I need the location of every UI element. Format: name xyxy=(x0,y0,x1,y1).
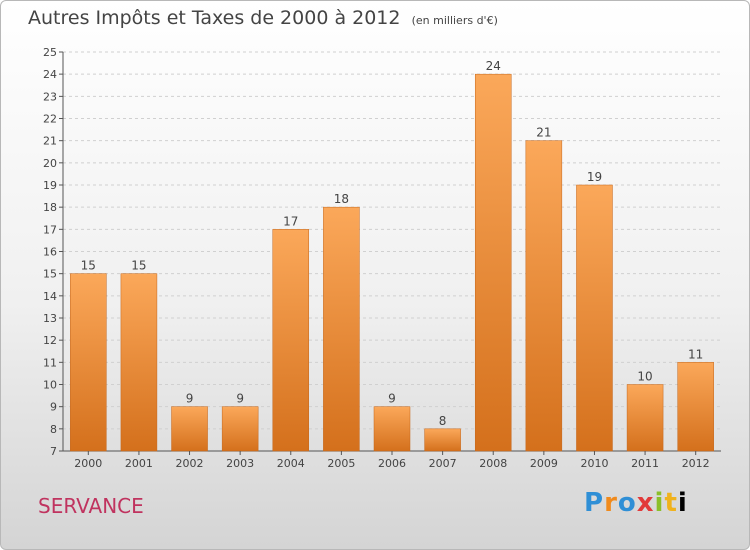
y-tick-label: 17 xyxy=(43,223,57,236)
bar xyxy=(221,406,259,452)
y-tick-label: 9 xyxy=(50,401,57,414)
bar-value-label: 10 xyxy=(637,370,652,384)
x-tick-label: 2011 xyxy=(631,457,659,470)
x-tick-label: 2010 xyxy=(580,457,608,470)
bar-value-label: 15 xyxy=(81,259,96,273)
bar-value-label: 9 xyxy=(388,392,396,406)
y-tick-label: 23 xyxy=(43,90,57,103)
y-tick-label: 11 xyxy=(43,356,57,369)
y-tick-label: 22 xyxy=(43,113,57,126)
chart-subtitle: (en milliers d'€) xyxy=(411,14,498,27)
bar xyxy=(576,184,613,452)
y-tick-label: 10 xyxy=(43,379,57,392)
x-tick-label: 2007 xyxy=(429,457,457,470)
x-tick-label: 2004 xyxy=(277,457,305,470)
chart-title: Autres Impôts et Taxes de 2000 à 2012 xyxy=(28,7,401,29)
proxiti-logo: Proxiti xyxy=(584,488,688,518)
bar-value-label: 24 xyxy=(486,59,501,73)
bar-value-label: 17 xyxy=(283,214,298,228)
bar-value-label: 21 xyxy=(536,126,551,140)
y-tick-label: 8 xyxy=(50,423,57,436)
bar-value-label: 9 xyxy=(236,392,244,406)
bar-value-label: 19 xyxy=(587,170,602,184)
y-tick-label: 21 xyxy=(43,135,57,148)
bar-value-label: 18 xyxy=(334,192,349,206)
y-tick-label: 12 xyxy=(43,334,57,347)
bar-value-label: 15 xyxy=(131,259,146,273)
y-tick-label: 14 xyxy=(43,290,57,303)
bar-value-label: 8 xyxy=(439,414,447,428)
x-tick-label: 2009 xyxy=(530,457,558,470)
bar xyxy=(272,229,310,452)
x-tick-label: 2001 xyxy=(125,457,153,470)
y-tick-label: 19 xyxy=(43,179,57,192)
x-tick-label: 2012 xyxy=(682,457,710,470)
bar xyxy=(70,273,107,452)
x-tick-label: 2003 xyxy=(226,457,254,470)
bar xyxy=(120,273,158,452)
x-tick-label: 2006 xyxy=(378,457,406,470)
y-tick-label: 24 xyxy=(43,68,57,81)
bar xyxy=(424,428,461,452)
x-tick-label: 2008 xyxy=(479,457,507,470)
y-tick-label: 7 xyxy=(50,445,57,458)
bar xyxy=(171,406,208,452)
commune-name: SERVANCE xyxy=(38,494,144,518)
bar-value-label: 11 xyxy=(688,347,703,361)
x-tick-label: 2000 xyxy=(74,457,102,470)
y-tick-label: 20 xyxy=(43,157,57,170)
bar xyxy=(323,206,360,452)
bar xyxy=(677,362,714,452)
bar xyxy=(626,384,664,452)
y-tick-label: 16 xyxy=(43,246,57,259)
x-tick-label: 2002 xyxy=(176,457,204,470)
bar xyxy=(474,73,512,452)
y-tick-label: 18 xyxy=(43,201,57,214)
y-tick-label: 13 xyxy=(43,312,57,325)
bar-value-label: 9 xyxy=(186,392,194,406)
x-tick-label: 2005 xyxy=(327,457,355,470)
bar xyxy=(373,406,411,452)
bar xyxy=(525,140,563,452)
y-tick-label: 25 xyxy=(43,46,57,59)
y-tick-label: 15 xyxy=(43,268,57,281)
chart-title-block: Autres Impôts et Taxes de 2000 à 2012 (e… xyxy=(28,7,498,29)
